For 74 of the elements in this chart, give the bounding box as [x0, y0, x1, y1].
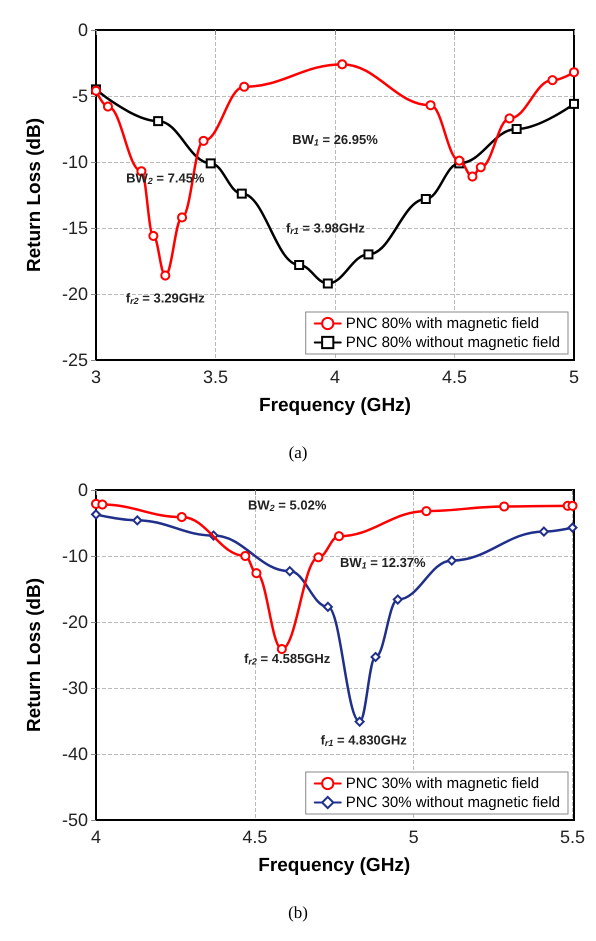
x-axis-title: Frequency (GHz) — [258, 855, 410, 876]
y-tick-label: -15 — [62, 218, 88, 238]
point — [354, 716, 365, 727]
x-tick-label: 5 — [568, 367, 580, 387]
point — [313, 552, 324, 562]
y-tick-label: 0 — [78, 20, 88, 40]
point — [538, 526, 549, 537]
point — [567, 500, 578, 511]
point — [251, 568, 262, 578]
point — [467, 172, 478, 182]
point — [499, 502, 510, 512]
point — [569, 67, 579, 78]
text: (b) — [288, 903, 308, 922]
legend-label: PNC 30% without magnetic field — [346, 794, 560, 811]
point — [322, 602, 333, 612]
y-axis-title: Return Loss (dB) — [24, 118, 45, 272]
y-tick-label: -10 — [62, 152, 88, 172]
y-tick-label: -25 — [62, 350, 88, 370]
x-axis-title: Frequency (GHz) — [258, 395, 412, 416]
point — [512, 124, 522, 134]
point — [177, 212, 188, 222]
x-tick-label: 4.5 — [242, 827, 268, 847]
y-tick-label: -50 — [62, 810, 88, 830]
x-tick-label: 5.5 — [560, 827, 586, 847]
y-tick-label: 0 — [78, 480, 88, 500]
point — [548, 75, 558, 86]
point — [236, 188, 247, 199]
point — [284, 566, 295, 576]
point — [153, 116, 164, 126]
point — [240, 551, 250, 561]
x-tick-label: 3.5 — [202, 367, 228, 387]
point — [148, 230, 158, 241]
point — [446, 556, 457, 566]
y-tick-label: -40 — [62, 744, 88, 764]
point — [102, 102, 113, 112]
x-tick-label: 4 — [90, 827, 102, 847]
point — [91, 509, 101, 520]
point — [476, 162, 486, 172]
point — [426, 100, 436, 110]
point — [176, 512, 187, 522]
point — [567, 522, 578, 533]
y-tick-label: -5 — [72, 86, 88, 106]
point — [421, 506, 432, 516]
point — [363, 249, 374, 260]
point — [337, 59, 348, 70]
point — [160, 270, 170, 281]
point — [454, 156, 464, 166]
y-tick-label: -30 — [62, 678, 88, 698]
y-axis-title: Return Loss (dB) — [24, 578, 45, 732]
point — [132, 515, 142, 526]
point — [392, 594, 403, 605]
point — [206, 158, 216, 168]
point — [334, 531, 344, 542]
point — [198, 136, 209, 146]
x-tick-label: 4 — [330, 367, 340, 387]
point — [504, 113, 514, 124]
legend-label: PNC 80% with magnetic field — [346, 315, 540, 332]
legend-label: PNC 30% with magnetic field — [346, 775, 540, 792]
text: (a) — [288, 443, 308, 462]
x-tick-label: 5 — [408, 827, 419, 847]
y-tick-label: -10 — [62, 546, 88, 566]
point — [239, 82, 250, 92]
point — [420, 194, 431, 204]
point — [294, 260, 304, 270]
x-tick-label: 3 — [90, 367, 102, 387]
point — [322, 278, 333, 288]
point — [97, 500, 108, 510]
point — [370, 652, 381, 662]
point — [569, 98, 579, 109]
y-tick-label: -20 — [62, 284, 88, 304]
y-tick-label: -20 — [62, 612, 88, 632]
legend-label: PNC 80% without magnetic field — [346, 334, 560, 351]
x-tick-label: 4.5 — [442, 367, 468, 387]
point — [276, 644, 287, 654]
